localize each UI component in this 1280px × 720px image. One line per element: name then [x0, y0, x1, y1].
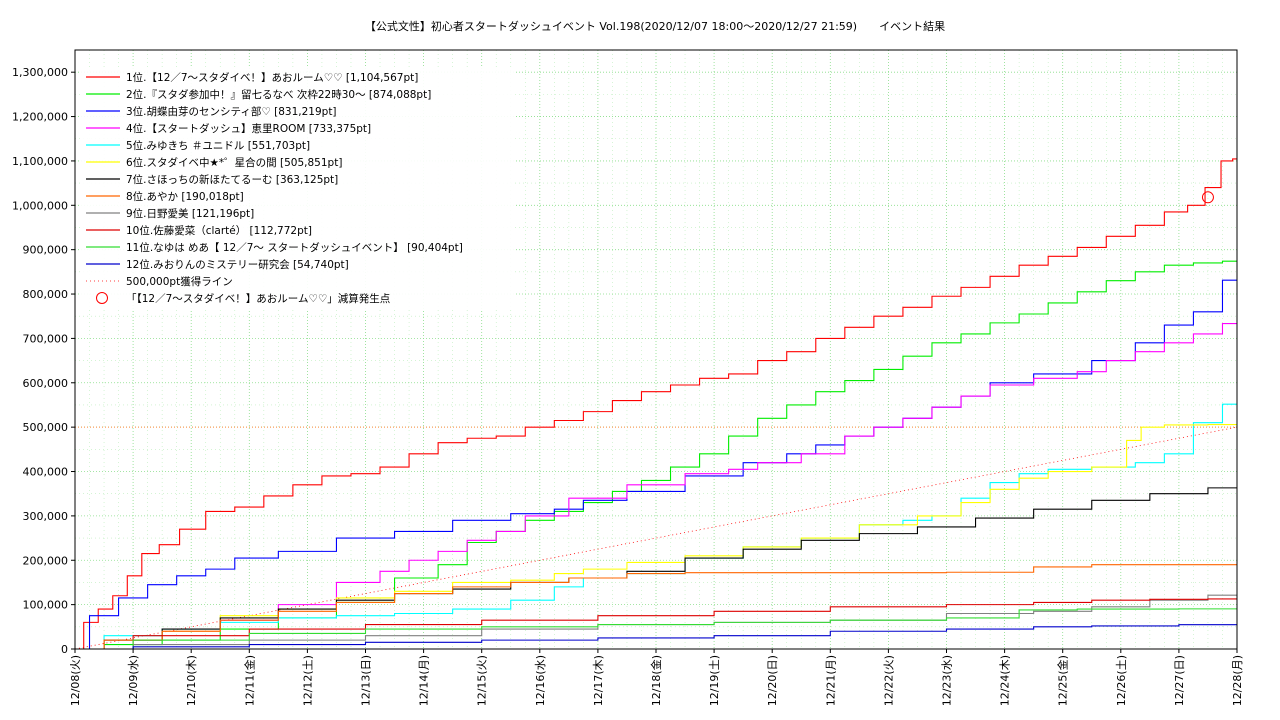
marker-circle [1201, 191, 1214, 204]
y-tick-label: 0 [61, 643, 68, 656]
legend-label-1: 1位.【12／7〜スタダイベ！】あおルーム♡♡ [1,104,567pt] [126, 71, 418, 84]
series-line-2 [75, 260, 1237, 650]
x-tick-label: 12/23(水) [941, 655, 954, 706]
legend: 1位.【12／7〜スタダイベ！】あおルーム♡♡ [1,104,567pt] 2位.… [80, 67, 515, 310]
deduction-marker [1201, 191, 1214, 204]
legend-label-11: 11位.なゆは めあ【 12／7〜 スタートダッシュイベント】 [90,404p… [126, 241, 463, 254]
x-tick-label: 12/09(水) [127, 655, 140, 706]
y-tick-label: 1,000,000 [12, 199, 68, 212]
y-tick-label: 700,000 [23, 332, 69, 345]
legend-label-threshold: 500,000pt獲得ライン [126, 275, 233, 288]
legend-label-3: 3位.胡蝶由芽のセンシティ部♡ [831,219pt] [126, 105, 337, 118]
x-tick-label: 12/13(日) [360, 655, 373, 706]
y-tick-label: 300,000 [23, 510, 69, 523]
y-tick-label: 500,000 [23, 421, 69, 434]
legend-label-8: 8位.あやか [190,018pt] [126, 190, 244, 203]
series-line-12 [75, 624, 1237, 650]
x-tick-label: 12/19(土) [708, 655, 721, 706]
x-tick-label: 12/26(土) [1115, 655, 1128, 706]
legend-label-marker: 「【12／7〜スタダイベ！】あおルーム♡♡」減算発生点 [126, 292, 390, 305]
y-axis: 0 100,000 200,000 300,000 400,000 500,000 600,… [12, 66, 75, 656]
x-tick-label: 12/12(土) [301, 655, 314, 706]
x-tick-label: 12/25(金) [1056, 655, 1070, 706]
chart-title: 【公式文性】初心者スタートダッシュイベント Vol.198(2020/12/07… [365, 19, 945, 33]
legend-label-5: 5位.みゆきち ＃ユニドル [551,703pt] [126, 139, 310, 152]
x-tick-label: 12/16(水) [534, 655, 547, 706]
x-tick-label: 12/08(火) [69, 655, 82, 706]
y-tick-label: 100,000 [23, 599, 69, 612]
series-line-10 [75, 598, 1237, 650]
x-tick-label: 12/24(木) [999, 655, 1012, 706]
y-tick-label: 1,100,000 [12, 155, 68, 168]
x-tick-label: 12/27(日) [1173, 655, 1186, 706]
legend-label-6: 6位.スタダイベ中★*゜星合の間 [505,851pt] [126, 156, 342, 169]
legend-swatch-marker [96, 292, 108, 304]
series-line-4 [75, 323, 1237, 650]
series-line-3 [75, 279, 1237, 650]
legend-background [80, 67, 515, 310]
grid [74, 50, 1238, 650]
x-tick-label: 12/17(木) [592, 655, 605, 706]
x-tick-label: 12/11(金) [242, 655, 256, 706]
x-axis: 12/08(火) 12/09(水) 12/10(木) 12/11(金) 12/12(土)… [69, 649, 1244, 706]
legend-label-7: 7位.さほっちの新ほたてるーむ [363,125pt] [126, 173, 338, 186]
legend-label-12: 12位.みおりんのミステリー研究会 [54,740pt] [126, 258, 349, 271]
series-line-8 [75, 564, 1237, 650]
y-tick-label: 600,000 [23, 377, 69, 390]
x-tick-label: 12/18(金) [649, 655, 663, 706]
legend-label-4: 4位.【スタートダッシュ】恵里ROOM [733,375pt] [126, 122, 371, 135]
legend-label-9: 9位.日野愛美 [121,196pt] [126, 207, 254, 220]
x-tick-label: 12/28(月) [1231, 655, 1244, 706]
y-tick-label: 200,000 [23, 554, 69, 567]
x-tick-label: 12/14(月) [418, 655, 431, 706]
x-tick-label: 12/15(火) [476, 655, 489, 706]
series-line-1 [75, 158, 1237, 650]
y-tick-label: 800,000 [23, 288, 69, 301]
legend-label-2: 2位.『スタダ参加中！』留七るなべ 次枠22時30〜 [874,088pt] [126, 88, 431, 101]
series-line-11 [75, 608, 1237, 650]
x-tick-label: 12/20(日) [766, 655, 779, 706]
legend-label-10: 10位.佐藤愛菜（clarté） [112,772pt] [126, 224, 312, 237]
y-tick-label: 400,000 [23, 466, 69, 479]
x-tick-label: 12/22(火) [882, 655, 895, 706]
y-tick-label: 900,000 [23, 244, 69, 257]
x-tick-label: 12/21(月) [824, 655, 837, 706]
y-tick-label: 1,200,000 [12, 111, 68, 124]
y-tick-label: 1,300,000 [12, 66, 68, 79]
series-lines [75, 158, 1237, 650]
x-tick-label: 12/10(木) [185, 655, 198, 706]
